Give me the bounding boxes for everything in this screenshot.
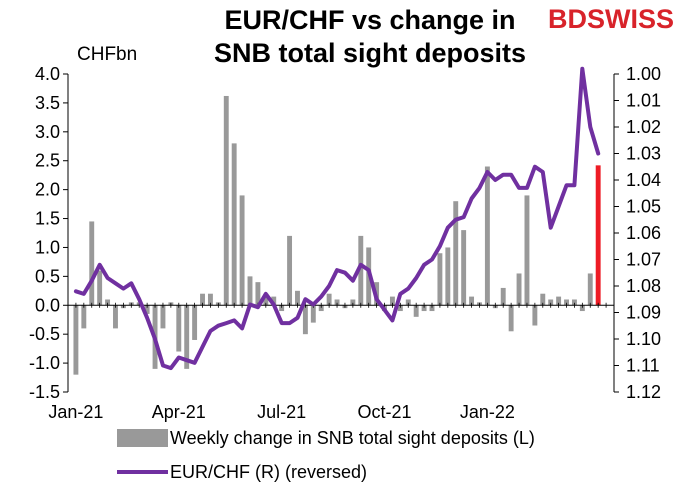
right-tick-label: 1.08	[626, 276, 661, 296]
deposit-bar	[461, 230, 467, 306]
deposit-bar	[405, 299, 411, 306]
right-tick-label: 1.12	[626, 382, 661, 402]
deposit-bar	[397, 305, 403, 312]
deposit-bar	[302, 305, 308, 335]
right-tick-label: 1.02	[626, 117, 661, 137]
right-tick-label: 1.05	[626, 197, 661, 217]
deposit-bar	[429, 305, 435, 312]
left-tick-label: 3.5	[35, 93, 60, 113]
left-tick-label: -1.5	[29, 382, 60, 402]
deposit-bar	[548, 299, 554, 306]
deposit-bar	[445, 247, 451, 306]
deposit-bar	[540, 293, 546, 306]
deposit-bar	[484, 166, 490, 306]
right-tick-label: 1.09	[626, 303, 661, 323]
deposit-bar	[295, 290, 300, 306]
deposit-bar	[508, 305, 514, 332]
deposit-bar	[263, 293, 269, 306]
deposit-bar	[579, 305, 585, 312]
x-tick-label: Oct-21	[358, 402, 412, 422]
deposit-bar	[524, 195, 530, 306]
deposit-bar	[160, 305, 166, 329]
deposit-bar	[318, 305, 324, 312]
deposit-bar	[532, 305, 538, 326]
left-tick-label: 1.0	[35, 237, 60, 257]
right-tick-label: 1.06	[626, 223, 661, 243]
deposit-bar	[73, 305, 79, 375]
right-tick-label: 1.03	[626, 144, 661, 164]
deposit-bar	[571, 299, 577, 306]
deposit-bar	[144, 305, 150, 314]
deposit-bar	[587, 273, 593, 306]
right-tick-label: 1.00	[626, 64, 661, 84]
deposit-bar	[192, 305, 198, 340]
deposit-bar	[176, 305, 182, 352]
legend-bar-label: Weekly change in SNB total sight deposit…	[170, 428, 535, 448]
left-tick-label: 2.0	[35, 180, 60, 200]
left-tick-label: 4.0	[35, 64, 60, 84]
left-tick-label: -0.5	[29, 324, 60, 344]
left-tick-label: 0.5	[35, 266, 60, 286]
left-tick-label: 2.5	[35, 151, 60, 171]
deposit-bar	[279, 305, 285, 312]
chart-title: EUR/CHF vs change in SNB total sight dep…	[130, 4, 610, 70]
left-tick-label: -1.0	[29, 353, 60, 373]
deposit-bar	[421, 305, 427, 312]
x-tick-label: Jan-21	[48, 402, 103, 422]
deposit-bar	[89, 221, 95, 306]
deposit-bar	[247, 276, 253, 306]
deposit-bar	[184, 305, 190, 369]
deposit-bar	[207, 293, 213, 306]
deposit-bar	[469, 296, 475, 306]
left-tick-label: 1.5	[35, 209, 60, 229]
chart-title-line1: EUR/CHF vs change in	[224, 5, 516, 35]
deposit-bar	[326, 293, 332, 306]
y-axis-unit-label: CHFbn	[77, 44, 138, 65]
bdswiss-logo: BDSWISS	[548, 4, 674, 35]
deposit-bar	[287, 235, 293, 306]
legend-line-label: EUR/CHF (R) (reversed)	[170, 462, 367, 482]
x-tick-label: Jul-21	[257, 402, 306, 422]
deposit-bar	[105, 299, 111, 306]
chart-title-line2: SNB total sight deposits	[213, 38, 527, 68]
right-tick-label: 1.01	[626, 91, 661, 111]
logo-part2: SWISS	[587, 4, 675, 34]
deposit-bar	[310, 305, 316, 323]
deposit-bar	[239, 195, 245, 306]
right-tick-label: 1.04	[626, 170, 661, 190]
deposit-bar	[200, 293, 205, 306]
deposit-bar	[389, 296, 395, 306]
right-tick-label: 1.11	[626, 356, 660, 376]
right-tick-label: 1.07	[626, 250, 661, 270]
x-tick-label: Jan-22	[460, 402, 515, 422]
logo-part1: BD	[548, 4, 587, 34]
deposit-bar	[453, 201, 459, 306]
eurchf-line	[73, 66, 601, 371]
highlight-bar	[595, 165, 601, 306]
deposit-bar	[500, 287, 506, 306]
deposit-bar	[97, 270, 103, 306]
deposit-bar	[358, 235, 364, 306]
deposit-bar	[413, 305, 419, 317]
left-tick-label: 3.0	[35, 122, 60, 142]
deposit-bar	[231, 143, 237, 306]
deposit-bar	[81, 305, 87, 329]
deposit-bar	[556, 296, 562, 306]
legend-bar-swatch	[117, 429, 168, 447]
deposit-bar	[223, 95, 229, 306]
x-tick-label: Apr-21	[152, 402, 206, 422]
left-tick-label: 0.0	[35, 295, 60, 315]
deposit-bar	[437, 253, 443, 306]
right-tick-label: 1.10	[626, 329, 661, 349]
deposit-bar	[516, 273, 522, 306]
deposit-bar	[113, 305, 118, 329]
deposit-bar	[255, 282, 261, 306]
deposit-bar	[564, 299, 569, 306]
deposit-bar	[334, 299, 340, 306]
deposit-bar	[271, 296, 277, 306]
deposit-bar	[350, 299, 356, 306]
